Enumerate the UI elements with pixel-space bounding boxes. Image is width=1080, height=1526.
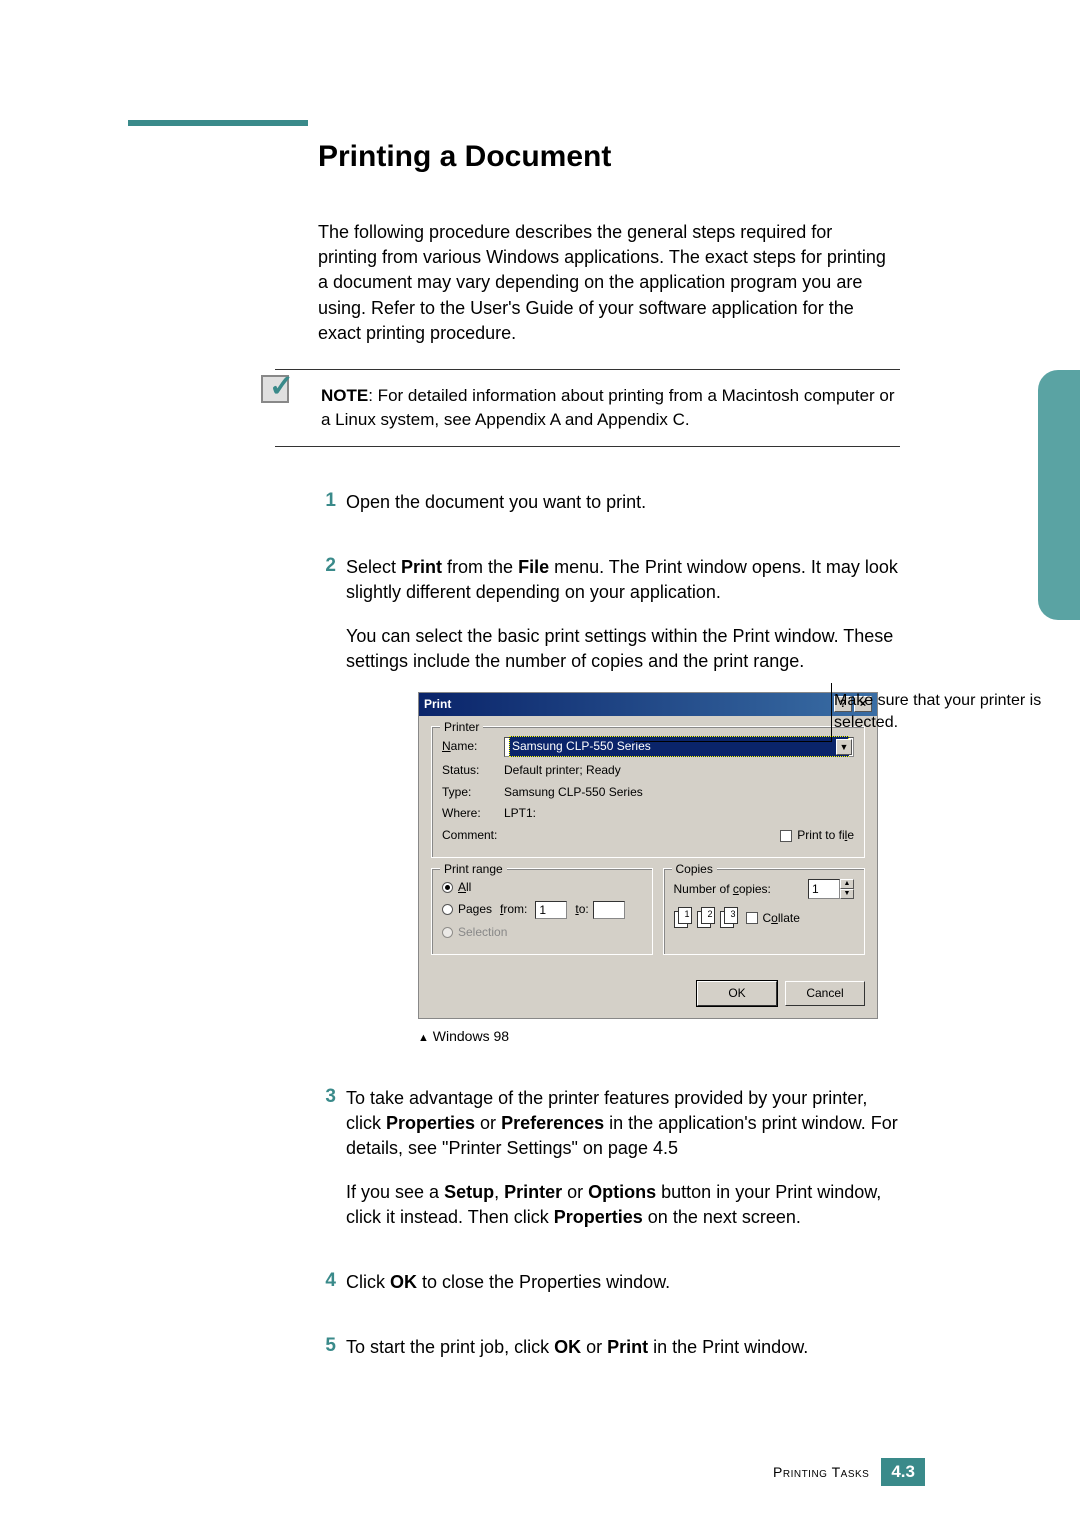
print-range-group: Print range All Pages from: 1 to: Select… [431,868,653,955]
printer-name-combo[interactable]: Samsung CLP-550 Series ▼ [504,737,854,757]
from-input[interactable]: 1 [535,901,567,919]
to-input[interactable] [593,901,625,919]
step-5: 5 To start the print job, click OK or Pr… [318,1335,898,1378]
cancel-button[interactable]: Cancel [785,981,865,1006]
chapter-side-tab [1038,370,1080,620]
chevron-down-icon[interactable]: ▼ [836,739,852,755]
page-heading: Printing a Document [318,140,611,174]
copies-spinner[interactable]: ▲▼ [840,879,854,899]
dialog-caption: ▲ Windows 98 [418,1027,898,1047]
range-pages-radio[interactable] [442,904,453,915]
note-box: ✓ NOTE: For detailed information about p… [275,369,900,447]
page-number-badge: 4.3 [881,1458,925,1486]
printer-callout: Make sure that your printer is selected. [834,690,1054,735]
dialog-title: Print [424,696,832,713]
note-icon: ✓ [261,375,293,407]
step-3: 3 To take advantage of the printer featu… [318,1086,898,1248]
note-text: : For detailed information about printin… [321,386,895,429]
callout-leader-line [634,741,832,742]
step-4: 4 Click OK to close the Properties windo… [318,1270,898,1313]
step-1: 1 Open the document you want to print. [318,490,898,533]
print-to-file-checkbox[interactable] [780,830,792,842]
ok-button[interactable]: OK [697,981,777,1006]
printer-group: Printer Name: Samsung CLP-550 Series ▼ S… [431,726,865,858]
range-selection-radio [442,927,453,938]
copies-input[interactable]: 1 [808,879,840,899]
intro-paragraph: The following procedure describes the ge… [318,220,888,346]
copies-group: Copies Number of copies: 1▲▼ 11 22 [663,868,866,955]
step-2: 2 Select Print from the File menu. The P… [318,555,898,1064]
footer-section-label: Printing Tasks [773,1464,869,1480]
collate-checkbox[interactable] [746,912,758,924]
range-all-radio[interactable] [442,882,453,893]
dialog-titlebar: Print ? × [419,693,877,716]
top-rule [128,120,308,126]
steps-list: 1 Open the document you want to print. 2… [318,490,898,1400]
collate-icon: 11 22 33 [674,907,740,929]
page-footer: Printing Tasks 4.3 [0,1458,1080,1486]
note-label: NOTE [321,386,368,405]
